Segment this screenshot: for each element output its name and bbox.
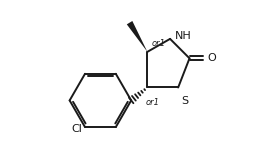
Text: or1: or1 bbox=[152, 39, 166, 48]
Text: NH: NH bbox=[175, 31, 192, 41]
Text: S: S bbox=[181, 96, 188, 106]
Text: O: O bbox=[207, 53, 216, 63]
Text: or1: or1 bbox=[146, 98, 160, 107]
Text: Cl: Cl bbox=[71, 124, 82, 134]
Polygon shape bbox=[127, 21, 147, 52]
